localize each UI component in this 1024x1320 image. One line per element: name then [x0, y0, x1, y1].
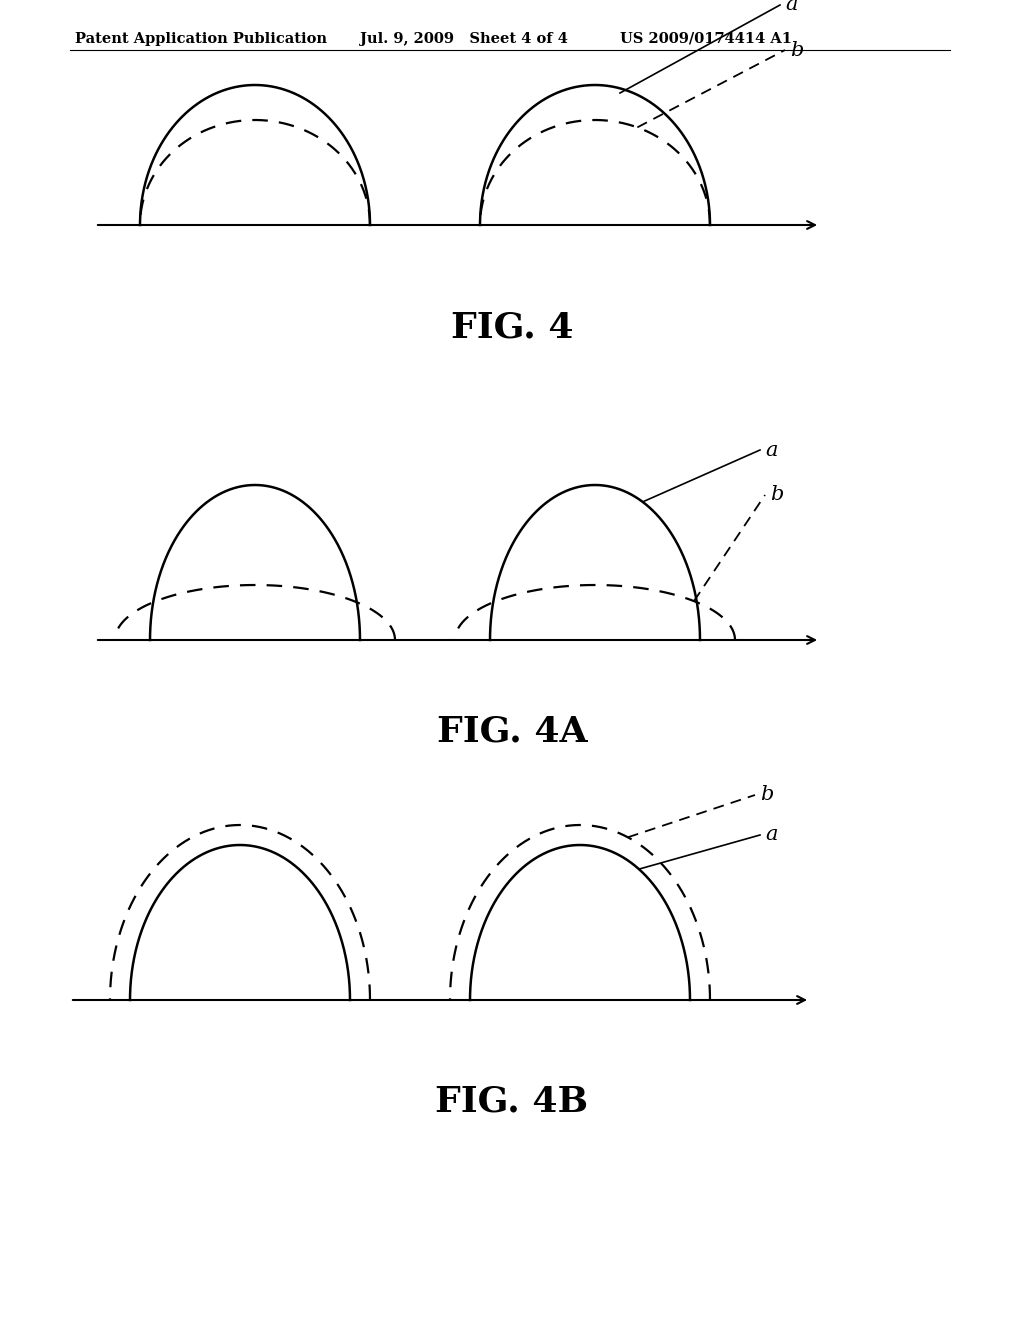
- Text: a: a: [785, 0, 798, 15]
- Text: FIG. 4B: FIG. 4B: [435, 1085, 589, 1119]
- Text: US 2009/0174414 A1: US 2009/0174414 A1: [620, 32, 792, 46]
- Text: b: b: [790, 41, 804, 59]
- Text: a: a: [765, 441, 777, 459]
- Text: b: b: [770, 486, 783, 504]
- Text: b: b: [760, 785, 773, 804]
- Text: a: a: [765, 825, 777, 845]
- Text: FIG. 4: FIG. 4: [451, 310, 573, 345]
- Text: Patent Application Publication: Patent Application Publication: [75, 32, 327, 46]
- Text: FIG. 4A: FIG. 4A: [436, 715, 588, 748]
- Text: Jul. 9, 2009   Sheet 4 of 4: Jul. 9, 2009 Sheet 4 of 4: [360, 32, 568, 46]
